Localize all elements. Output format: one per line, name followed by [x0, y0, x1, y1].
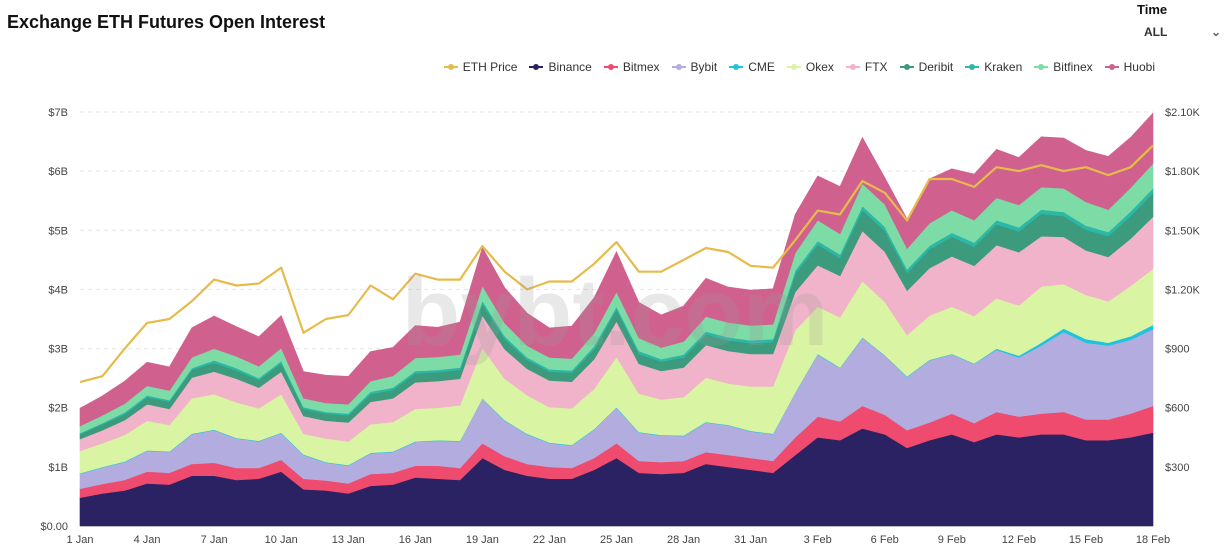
legend-label: CME — [748, 60, 775, 74]
legend-label: Binance — [548, 60, 592, 74]
legend-label: Bitmex — [622, 60, 660, 74]
legend-swatch-icon — [603, 62, 618, 72]
legend-label: Bybit — [690, 60, 718, 74]
x-tick-label: 18 Feb — [1136, 534, 1170, 546]
y-right-tick-label: $1.20K — [1165, 284, 1201, 296]
y-right-tick-label: $900 — [1165, 344, 1189, 356]
legend-item-huobi[interactable]: Huobi — [1104, 60, 1155, 74]
legend-swatch-icon — [786, 62, 801, 72]
x-tick-label: 13 Jan — [332, 534, 365, 546]
x-tick-label: 12 Feb — [1002, 534, 1036, 546]
legend-label: FTX — [864, 60, 888, 74]
y-left-tick-label: $3B — [48, 344, 68, 356]
y-right-tick-label: $2.10K — [1165, 107, 1201, 119]
legend-swatch-icon — [845, 62, 860, 72]
x-tick-label: 6 Feb — [871, 534, 899, 546]
y-right-tick-label: $1.50K — [1165, 225, 1201, 237]
y-left-tick-label: $7B — [48, 107, 68, 119]
x-tick-label: 9 Feb — [938, 534, 966, 546]
legend-label: Huobi — [1123, 60, 1155, 74]
chevron-down-icon: ⌄ — [1210, 25, 1221, 39]
x-tick-label: 3 Feb — [804, 534, 832, 546]
x-tick-label: 16 Jan — [399, 534, 432, 546]
legend-swatch-icon — [529, 62, 544, 72]
legend-item-okex[interactable]: Okex — [786, 60, 834, 74]
legend-swatch-icon — [1104, 62, 1119, 72]
legend-label: Kraken — [984, 60, 1023, 74]
page-title: Exchange ETH Futures Open Interest — [7, 12, 326, 32]
legend-label: Bitfinex — [1053, 60, 1093, 74]
watermark: bybt.com — [402, 259, 829, 366]
y-right-tick-label: $600 — [1165, 403, 1189, 415]
legend-swatch-icon — [1034, 62, 1049, 72]
legend-label: ETH Price — [462, 60, 518, 74]
legend-label: Deribit — [918, 60, 954, 74]
line-eth-price — [79, 144, 1154, 384]
legend-item-bitfinex[interactable]: Bitfinex — [1034, 60, 1093, 74]
y-left-tick-label: $2B — [48, 403, 68, 415]
y-left-tick-label: $5B — [48, 225, 68, 237]
time-filter-label: Time — [1137, 2, 1168, 17]
legend-item-deribit[interactable]: Deribit — [899, 60, 954, 74]
legend-swatch-icon — [965, 62, 980, 72]
y-right-tick-label: $1.80K — [1165, 166, 1201, 178]
y-right-tick-label: $300 — [1165, 462, 1189, 474]
chart-legend: ETH Price Binance Bitmex Bybit CME Okex FTX Der… — [443, 60, 1155, 74]
x-tick-label: 7 Jan — [201, 534, 228, 546]
x-tick-label: 1 Jan — [67, 534, 94, 546]
legend-item-kraken[interactable]: Kraken — [965, 60, 1022, 74]
time-select[interactable]: ALL ⌄ — [1137, 23, 1223, 43]
legend-swatch-icon — [443, 62, 458, 72]
legend-item-bitmex[interactable]: Bitmex — [603, 60, 660, 74]
y-left-tick-label: $1B — [48, 462, 68, 474]
x-tick-label: 15 Feb — [1069, 534, 1103, 546]
y-left-tick-label: $4B — [48, 284, 68, 296]
legend-item-bybit[interactable]: Bybit — [671, 60, 718, 74]
time-select-value: ALL — [1144, 25, 1168, 39]
legend-swatch-icon — [729, 62, 744, 72]
area-huobi — [79, 112, 1154, 427]
legend-item-cme[interactable]: CME — [729, 60, 775, 74]
legend-label: Okex — [805, 60, 834, 74]
y-left-tick-label: $0.00 — [40, 521, 68, 533]
legend-item-ftx[interactable]: FTX — [845, 60, 888, 74]
time-filter: Time ALL ⌄ — [1137, 2, 1223, 43]
x-tick-label: 31 Jan — [734, 534, 767, 546]
legend-item-eth-price[interactable]: ETH Price — [443, 60, 518, 74]
legend-item-binance[interactable]: Binance — [529, 60, 592, 74]
x-tick-label: 22 Jan — [533, 534, 566, 546]
x-tick-label: 10 Jan — [265, 534, 298, 546]
x-tick-label: 28 Jan — [667, 534, 700, 546]
legend-swatch-icon — [899, 62, 914, 72]
x-tick-label: 4 Jan — [134, 534, 161, 546]
y-left-tick-label: $6B — [48, 166, 68, 178]
x-tick-label: 19 Jan — [466, 534, 499, 546]
x-tick-label: 25 Jan — [600, 534, 633, 546]
legend-swatch-icon — [671, 62, 686, 72]
